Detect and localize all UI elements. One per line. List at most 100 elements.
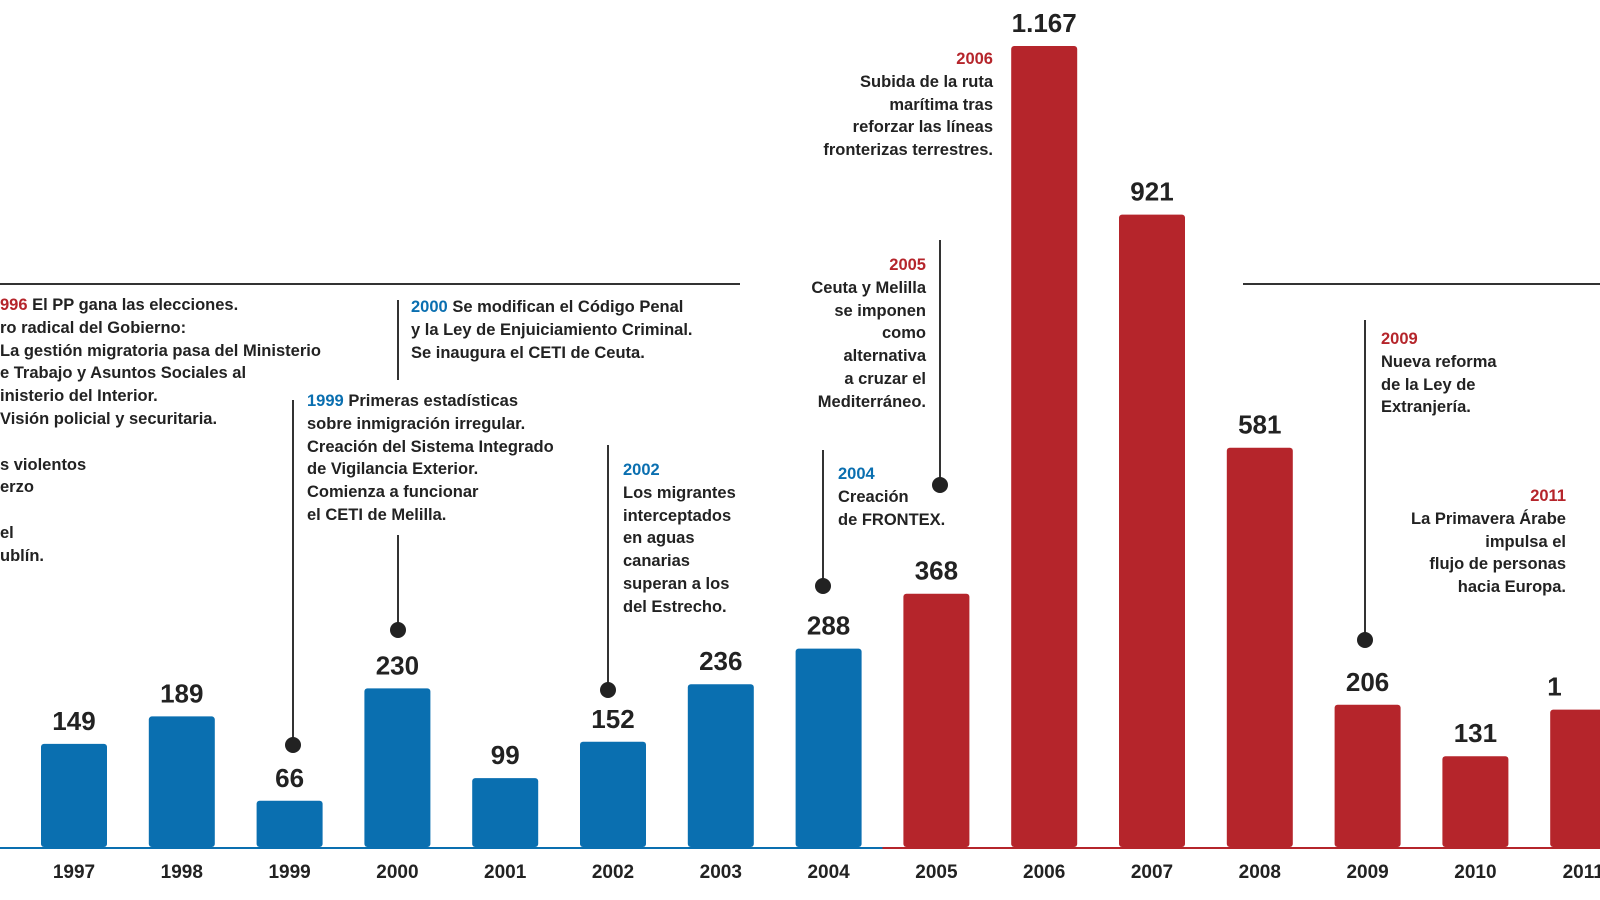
data-label-1997: 149 — [52, 706, 95, 736]
annotation-line: La gestión migratoria pasa del Ministeri… — [0, 341, 321, 360]
x-tick-1999: 1999 — [268, 862, 310, 883]
annotation-line: ro radical del Gobierno: — [0, 318, 187, 337]
x-tick-2004: 2004 — [807, 862, 850, 883]
annotation-line: Mediterráneo. — [817, 392, 926, 411]
annotation-line: de FRONTEX. — [838, 510, 946, 529]
annotation-line: alternativa — [843, 347, 926, 366]
annotation-line: canarias — [623, 552, 690, 571]
annotation-year: 2009 — [1381, 330, 1418, 348]
annotation-line: de Vigilancia Exterior. — [307, 460, 479, 479]
x-tick-2000: 2000 — [376, 862, 418, 883]
annotation-year: 2011 — [1530, 487, 1566, 505]
bar-2010 — [1442, 756, 1509, 847]
annotation-line: Creación — [838, 487, 909, 506]
annotation-line: Los migrantes — [623, 483, 736, 502]
bar-2006 — [1011, 46, 1078, 847]
annotation-line: fronterizas terrestres. — [823, 141, 993, 160]
annotation-line: Nueva reforma — [1381, 352, 1497, 371]
x-tick-2008: 2008 — [1239, 862, 1281, 883]
annotation-line: sobre inmigración irregular. — [307, 414, 526, 433]
x-tick-2001: 2001 — [484, 862, 527, 883]
annotation-line: flujo de personas — [1429, 555, 1566, 574]
x-tick-2009: 2009 — [1346, 862, 1388, 883]
data-label-2009: 206 — [1346, 667, 1389, 697]
bar-2005 — [903, 593, 970, 847]
data-label-2008: 581 — [1238, 410, 1281, 440]
annotation-line: 996 El PP gana las elecciones. — [0, 294, 321, 317]
bar-1999 — [256, 800, 323, 847]
annotation-year: 2006 — [956, 50, 993, 68]
annotation-year: 996 — [0, 296, 28, 314]
bar-2000 — [364, 688, 431, 847]
annotation-line: a cruzar el — [844, 369, 926, 388]
annotation-line — [0, 431, 321, 454]
connector-dot-2000 — [390, 622, 406, 638]
annotation-1999: 1999 Primeras estadísticas sobre inmigrac… — [307, 390, 554, 527]
annotation-line: de la Ley de — [1381, 375, 1476, 394]
annotation-year: 2002 — [623, 461, 660, 479]
annotation-line: hacia Europa. — [1457, 578, 1566, 597]
x-tick-2006: 2006 — [1023, 862, 1065, 883]
annotation-text: Primeras estadísticas — [348, 392, 519, 410]
annotation-line: reforzar las líneas — [852, 118, 993, 137]
bar-2007 — [1119, 214, 1185, 848]
data-label-2002: 152 — [591, 704, 634, 734]
annotation-2011: 2011 La Primavera Árabe impulsa el flujo de… — [1411, 485, 1566, 599]
data-label-2001: 99 — [491, 740, 520, 770]
data-label-2011: 1 — [1547, 672, 1561, 702]
annotation-2006: 2006 Subida de la ruta marítima tras reforz… — [823, 48, 993, 162]
annotation-2009: 2009 Nueva reforma de la Ley de Extranjería… — [1381, 328, 1497, 419]
x-tick-2003: 2003 — [700, 862, 742, 883]
connector-dot-2009 — [1357, 632, 1373, 648]
annotation-line: el — [0, 523, 14, 542]
annotation-line: interceptados — [623, 506, 732, 525]
data-label-2007: 921 — [1130, 177, 1173, 207]
annotation-line: La Primavera Árabe — [1410, 509, 1566, 528]
data-label-2005: 368 — [915, 556, 958, 586]
annotation-year: 2000 — [411, 298, 448, 316]
annotation-line: impulsa el — [1485, 532, 1566, 551]
annotation-line: Comienza a funcionar — [307, 483, 479, 502]
annotation-2000: 2000 Se modifican el Código Penal y la Le… — [411, 296, 693, 364]
annotation-year: 2004 — [838, 465, 875, 483]
annotation-line: erzo — [0, 478, 34, 497]
annotation-line: el CETI de Melilla. — [307, 505, 447, 524]
data-label-2010: 131 — [1454, 718, 1497, 748]
data-label-1999: 66 — [275, 763, 304, 793]
annotation-line: ublín. — [0, 546, 44, 565]
divider-line-right — [1243, 283, 1600, 285]
annotation-line: 2000 Se modifican el Código Penal — [411, 296, 693, 319]
x-tick-2007: 2007 — [1131, 862, 1173, 883]
data-label-2000: 230 — [376, 650, 419, 680]
data-label-2003: 236 — [699, 646, 742, 676]
x-tick-1998: 1998 — [161, 862, 203, 883]
annotation-line: inisterio del Interior. — [0, 387, 158, 406]
annotation-text: Se modifican el Código Penal — [452, 298, 684, 316]
annotation-line: Se inaugura el CETI de Ceuta. — [411, 343, 645, 362]
annotation-year-row: 2004 — [838, 463, 945, 486]
annotation-line: y la Ley de Enjuiciamiento Criminal. — [411, 320, 693, 339]
annotation-line: e Trabajo y Asuntos Sociales al — [0, 364, 247, 383]
annotation-2005: 2005 Ceuta y Melilla se imponen como alterna… — [811, 254, 926, 414]
annotation-line: Creación del Sistema Integrado — [307, 437, 554, 456]
data-label-2006: 1.167 — [1012, 8, 1077, 38]
bar-2009 — [1334, 704, 1401, 847]
annotation-line: Subida de la ruta — [860, 72, 993, 91]
annotation-year-row: 2009 — [1381, 328, 1497, 351]
x-tick-2002: 2002 — [592, 862, 634, 883]
bar-2001 — [472, 778, 539, 847]
annotation-line: en aguas — [623, 529, 695, 548]
annotation-line: superan a los — [623, 574, 730, 593]
annotation-line — [0, 499, 321, 522]
annotation-2004: 2004 Creación de FRONTEX. — [838, 463, 945, 531]
x-tick-2011: 2011 — [1563, 862, 1600, 883]
annotation-year: 1999 — [307, 392, 344, 410]
annotation-year-row: 2002 — [623, 459, 736, 482]
annotation-year: 2005 — [889, 256, 926, 274]
bar-1998 — [148, 716, 215, 847]
bar-2011 — [1550, 709, 1600, 847]
annotation-line: Ceuta y Melilla — [811, 278, 926, 297]
annotation-line: del Estrecho. — [623, 597, 727, 616]
annotation-line: Visión policial y securitaria. — [0, 409, 218, 428]
